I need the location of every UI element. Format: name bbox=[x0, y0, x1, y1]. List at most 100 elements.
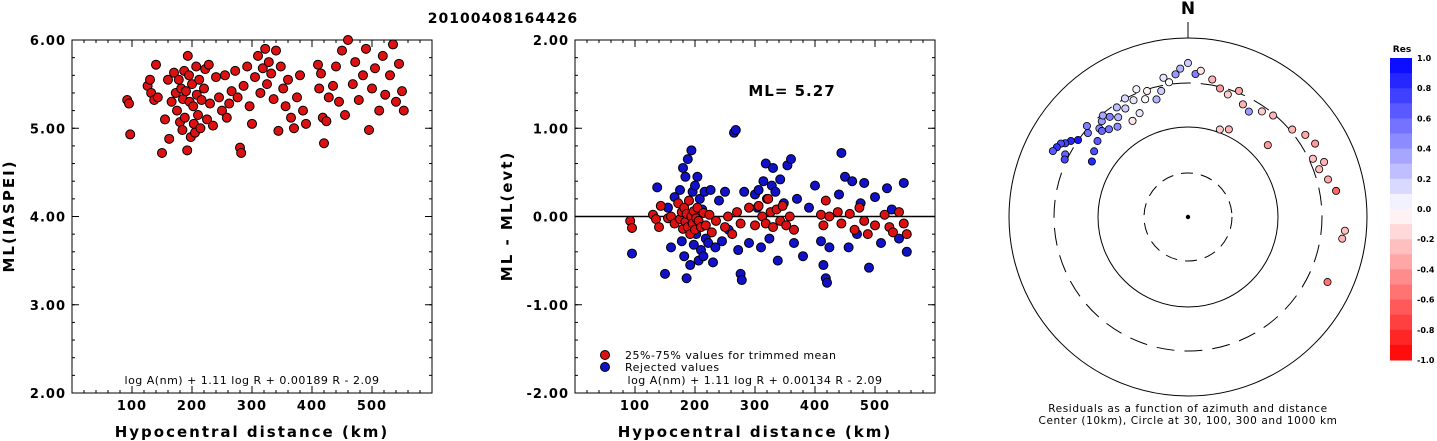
ml-point bbox=[242, 61, 253, 72]
residual-point bbox=[1132, 85, 1141, 94]
panel1-xtick-label: 500 bbox=[357, 399, 387, 414]
rejected-point bbox=[824, 242, 835, 253]
rejected-point bbox=[822, 277, 832, 288]
ml-point bbox=[257, 63, 268, 74]
ml-point bbox=[278, 83, 289, 94]
trimmed-point bbox=[820, 195, 831, 206]
ml-point bbox=[331, 61, 341, 72]
residual-point bbox=[1083, 129, 1092, 138]
rejected-point bbox=[894, 233, 904, 244]
rejected-point bbox=[758, 176, 769, 187]
trimmed-point bbox=[859, 215, 870, 226]
rejected-point bbox=[789, 237, 799, 248]
trimmed-point bbox=[706, 227, 717, 238]
ml-point bbox=[169, 67, 179, 78]
ml-point bbox=[367, 83, 377, 94]
trimmed-point bbox=[854, 202, 865, 213]
ml-point bbox=[374, 105, 385, 116]
trimmed-point bbox=[627, 222, 637, 233]
rejected-point bbox=[692, 171, 703, 182]
trimmed-point bbox=[700, 220, 711, 231]
colorbar-cell bbox=[1390, 344, 1412, 361]
residual-point bbox=[1048, 147, 1057, 156]
rejected-point bbox=[705, 185, 716, 196]
residual-point bbox=[1152, 95, 1161, 104]
ml-point bbox=[211, 72, 221, 83]
ml-point bbox=[273, 125, 284, 136]
ml-point bbox=[298, 105, 308, 116]
trimmed-point bbox=[753, 200, 764, 211]
ml-point bbox=[385, 70, 395, 81]
colorbar-cell bbox=[1390, 314, 1412, 331]
ml-point bbox=[157, 147, 167, 158]
rejected-point bbox=[680, 171, 691, 182]
legend-trimmed-label: 25%-75% values for trimmed mean bbox=[625, 349, 837, 362]
panel2-xtick-label: 200 bbox=[680, 399, 710, 414]
trimmed-point bbox=[723, 211, 733, 222]
ml-point bbox=[179, 112, 190, 123]
panel1-ytick-label: 2.00 bbox=[30, 387, 66, 402]
panel2-xtick-label: 300 bbox=[740, 399, 770, 414]
ring-100km bbox=[1097, 126, 1279, 308]
residual-point bbox=[1324, 175, 1333, 184]
colorbar-cell bbox=[1390, 193, 1412, 210]
ml-point bbox=[172, 105, 182, 116]
panel-polar-residuals: N Residuals as a function of azimuth and… bbox=[1008, 0, 1368, 427]
residual-point bbox=[1120, 94, 1129, 103]
rejected-point bbox=[720, 186, 730, 197]
ml-point bbox=[203, 59, 214, 70]
ml-point bbox=[194, 74, 205, 85]
residual-point bbox=[1104, 125, 1113, 134]
trimmed-point bbox=[816, 209, 826, 220]
ml-point bbox=[196, 95, 207, 106]
rejected-point bbox=[840, 171, 850, 182]
ml-point bbox=[280, 101, 291, 112]
rejected-point bbox=[681, 273, 692, 284]
residual-point bbox=[1060, 155, 1069, 164]
ml-point bbox=[268, 94, 279, 105]
ml-point bbox=[238, 80, 249, 91]
ml-point bbox=[286, 112, 296, 123]
residual-point bbox=[1112, 103, 1121, 112]
trimmed-point bbox=[744, 202, 754, 213]
ml-point bbox=[188, 101, 199, 112]
residual-point bbox=[1157, 86, 1166, 95]
residual-point bbox=[1105, 112, 1114, 121]
ml-point bbox=[202, 114, 212, 125]
rejected-point bbox=[627, 248, 637, 259]
rejected-point bbox=[730, 125, 741, 136]
ml-point bbox=[151, 59, 161, 70]
rejected-point bbox=[764, 233, 775, 244]
residual-point bbox=[1135, 109, 1144, 118]
rejected-point bbox=[675, 185, 685, 196]
residual-point bbox=[1215, 125, 1224, 134]
colorbar-cell bbox=[1390, 254, 1412, 270]
panel2-xtick-label: 400 bbox=[800, 399, 830, 414]
ml-point bbox=[260, 43, 271, 54]
rejected-point bbox=[660, 268, 670, 279]
ml-point bbox=[184, 70, 194, 81]
rejected-point bbox=[898, 177, 909, 188]
trimmed-point bbox=[781, 220, 792, 231]
trimmed-point bbox=[763, 193, 774, 204]
ml-point bbox=[125, 129, 136, 140]
residual-point bbox=[1301, 130, 1310, 139]
ml-point bbox=[316, 68, 326, 79]
colorbar-cell bbox=[1390, 224, 1412, 240]
rejected-point bbox=[834, 189, 844, 200]
ml-point bbox=[160, 114, 170, 125]
ml-point bbox=[398, 105, 409, 116]
colorbar-tick-label: 0.2 bbox=[1417, 175, 1431, 184]
trimmed-point bbox=[824, 211, 835, 222]
ml-point bbox=[377, 50, 388, 61]
rejected-point bbox=[786, 154, 796, 165]
residual-point bbox=[1082, 121, 1091, 130]
trimmed-point bbox=[862, 229, 873, 240]
rejected-point bbox=[798, 251, 808, 262]
panel2-formula: log A(nm) + 1.11 log R + 0.00134 R - 2.0… bbox=[628, 374, 883, 387]
ml-point bbox=[145, 74, 155, 85]
trimmed-point bbox=[711, 215, 721, 226]
trimmed-point bbox=[818, 220, 829, 231]
panel2-xlabel: Hypocentral distance (km) bbox=[618, 423, 893, 441]
rejected-point bbox=[901, 246, 912, 257]
